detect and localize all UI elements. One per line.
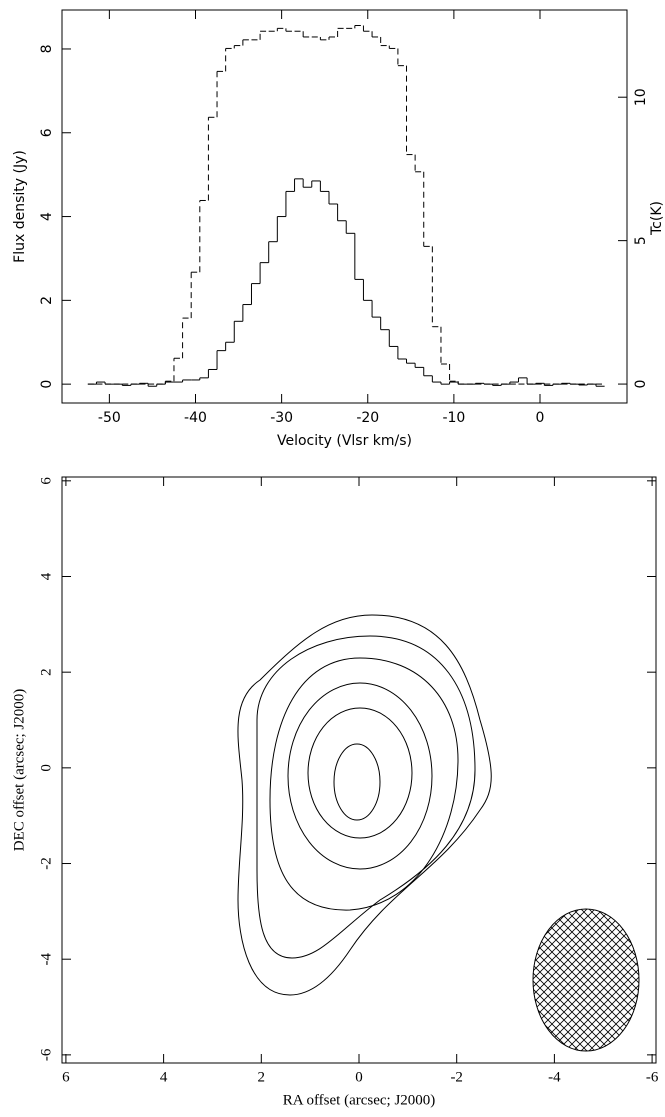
contours — [237, 614, 640, 1052]
x-axis-label: Velocity (Vlsr km/s) — [277, 433, 412, 449]
y-tick-label: 0 — [38, 764, 54, 772]
y-tick-label: -2 — [38, 857, 54, 870]
contour — [269, 657, 459, 911]
contour — [237, 614, 492, 996]
y-tick-label: -6 — [38, 1048, 54, 1061]
contour — [307, 707, 413, 839]
y-tick-label: 2 — [39, 296, 55, 305]
x-tick-label: -20 — [356, 410, 379, 426]
beam — [532, 908, 640, 1052]
y2-axis-label: Tc(K) — [649, 201, 665, 236]
y-tick-label: 4 — [38, 572, 54, 580]
contour — [256, 635, 476, 959]
y-tick-label: 8 — [39, 45, 55, 54]
y2-tick-label: 0 — [633, 380, 649, 389]
x-tick-label: -30 — [270, 410, 293, 426]
y-tick-label: 2 — [38, 668, 54, 676]
x-axis-label: RA offset (arcsec; J2000) — [283, 1092, 436, 1108]
y-axis-label: DEC offset (arcsec; J2000) — [11, 689, 27, 852]
x-tick-label: -50 — [98, 410, 121, 426]
x-tick-label: -40 — [184, 410, 207, 426]
x-tick-label: -10 — [442, 410, 465, 426]
contour — [333, 743, 381, 821]
y-axis-label: Flux density (Jy) — [12, 150, 28, 263]
y2-tick-label: 5 — [633, 236, 649, 245]
y2-tick-label: 10 — [633, 88, 649, 106]
y-tick-label: 4 — [39, 212, 55, 221]
y-tick-label: 6 — [38, 477, 54, 485]
plot-frame — [61, 9, 628, 404]
y-tick-label: -4 — [38, 952, 54, 965]
y-tick-label: 6 — [39, 128, 55, 137]
x-tick-label: 0 — [536, 410, 545, 426]
x-tick-label: 2 — [258, 1069, 266, 1085]
x-tick-label: -4 — [548, 1069, 561, 1085]
y-tick-label: 0 — [39, 380, 55, 389]
contour — [287, 682, 433, 870]
x-tick-label: -2 — [450, 1069, 463, 1085]
x-tick-label: 6 — [62, 1069, 70, 1085]
x-tick-label: 0 — [355, 1069, 363, 1085]
x-tick-label: 4 — [160, 1069, 168, 1085]
x-tick-label: -6 — [646, 1069, 659, 1085]
